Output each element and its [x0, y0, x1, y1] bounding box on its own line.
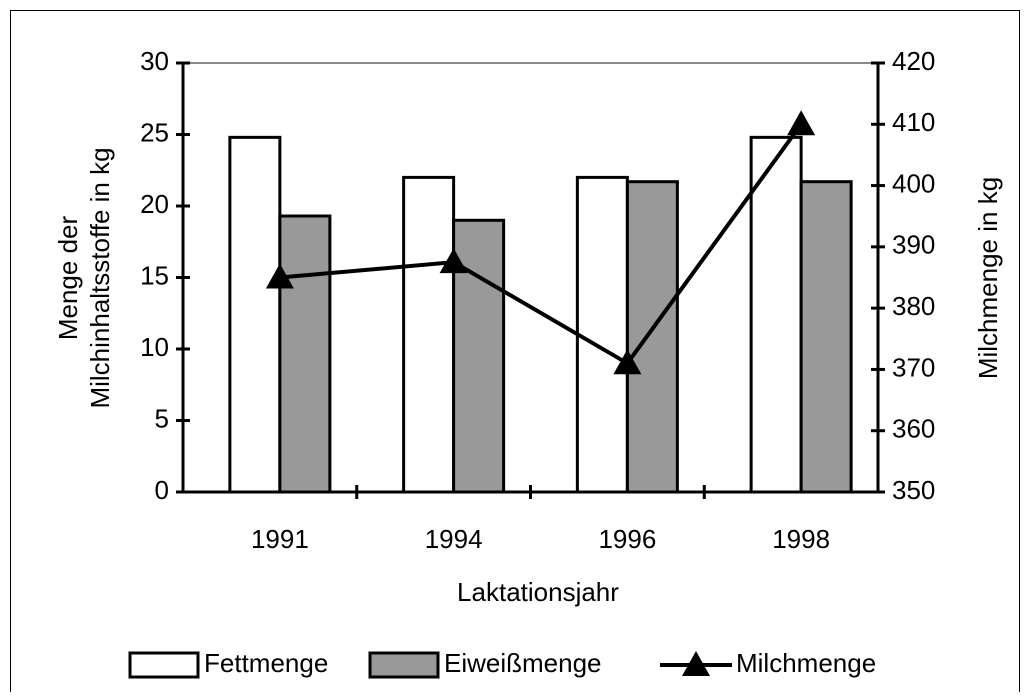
y2-axis-title: Milchmenge in kg — [973, 177, 1003, 379]
x-axis-title: Laktationsjahr — [457, 577, 619, 607]
y-tick-label: 0 — [155, 475, 169, 505]
y-tick-label: 30 — [140, 46, 169, 76]
y2-tick-label: 390 — [892, 230, 935, 260]
x-tick-label: 1998 — [772, 524, 830, 554]
legend-label: Milchmenge — [736, 648, 876, 678]
bar — [228, 135, 282, 494]
y-tick-label: 5 — [155, 403, 169, 433]
bar — [799, 180, 853, 494]
y2-tick-label: 410 — [892, 107, 935, 137]
legend-swatch — [682, 651, 710, 676]
y2-tick-label: 360 — [892, 414, 935, 444]
x-tick-label: 1994 — [425, 524, 483, 554]
bar — [278, 214, 332, 494]
bar — [452, 218, 506, 494]
legend-label: Fettmenge — [204, 648, 328, 678]
y2-tick-label: 350 — [892, 475, 935, 505]
bar — [625, 180, 679, 494]
y-tick-label: 20 — [140, 189, 169, 219]
y2-tick-label: 420 — [892, 46, 935, 76]
bar — [749, 135, 803, 494]
bar — [575, 175, 629, 494]
y2-tick-label: 380 — [892, 291, 935, 321]
legend-swatch — [128, 651, 200, 679]
y-tick-label: 15 — [140, 260, 169, 290]
line-marker — [265, 263, 294, 289]
y-axis-title: Menge der — [53, 216, 83, 341]
line-marker — [613, 349, 642, 375]
bar — [402, 175, 456, 494]
y-axis-title: Milchinhaltsstoffe in kg — [85, 147, 115, 408]
x-tick-label: 1991 — [251, 524, 309, 554]
legend-label: Eiweißmenge — [444, 648, 602, 678]
y2-tick-label: 400 — [892, 168, 935, 198]
y2-tick-label: 370 — [892, 352, 935, 382]
legend-swatch — [368, 651, 440, 679]
line-marker — [787, 110, 816, 136]
y-tick-label: 10 — [140, 332, 169, 362]
line — [279, 123, 803, 366]
y-tick-label: 25 — [140, 117, 169, 147]
line-marker — [439, 248, 468, 274]
x-tick-label: 1996 — [598, 524, 656, 554]
